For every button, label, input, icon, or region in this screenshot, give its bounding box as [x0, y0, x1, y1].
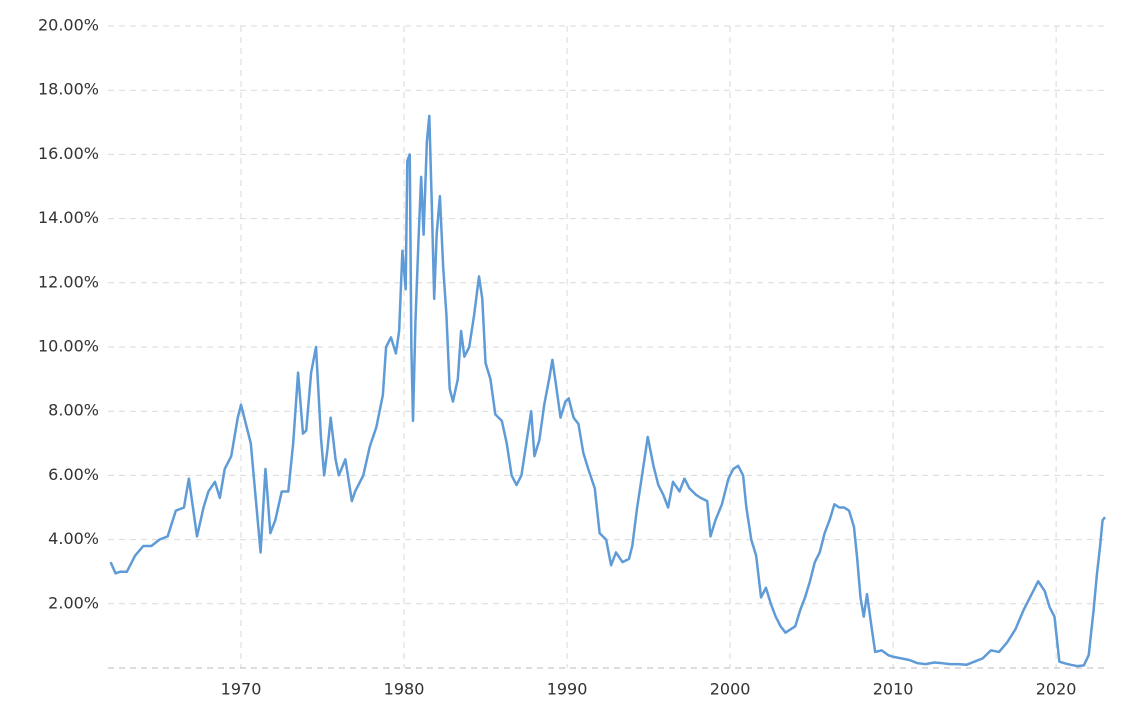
y-tick-label: 10.00% [38, 337, 99, 356]
x-tick-label: 2020 [1036, 680, 1077, 699]
y-tick-label: 8.00% [48, 401, 99, 420]
y-tick-label: 18.00% [38, 80, 99, 99]
y-tick-label: 2.00% [48, 593, 99, 612]
data-line [109, 114, 1106, 668]
y-tick-label: 12.00% [38, 272, 99, 291]
y-tick-label: 20.00% [38, 16, 99, 35]
x-tick-label: 1980 [384, 680, 425, 699]
y-tick-label: 16.00% [38, 144, 99, 163]
x-tick-label: 1990 [547, 680, 588, 699]
x-tick-label: 2010 [873, 680, 914, 699]
x-tick-label: 2000 [710, 680, 751, 699]
x-tick-label: 1970 [221, 680, 262, 699]
y-tick-label: 6.00% [48, 465, 99, 484]
y-tick-label: 4.00% [48, 529, 99, 548]
y-tick-label: 14.00% [38, 208, 99, 227]
